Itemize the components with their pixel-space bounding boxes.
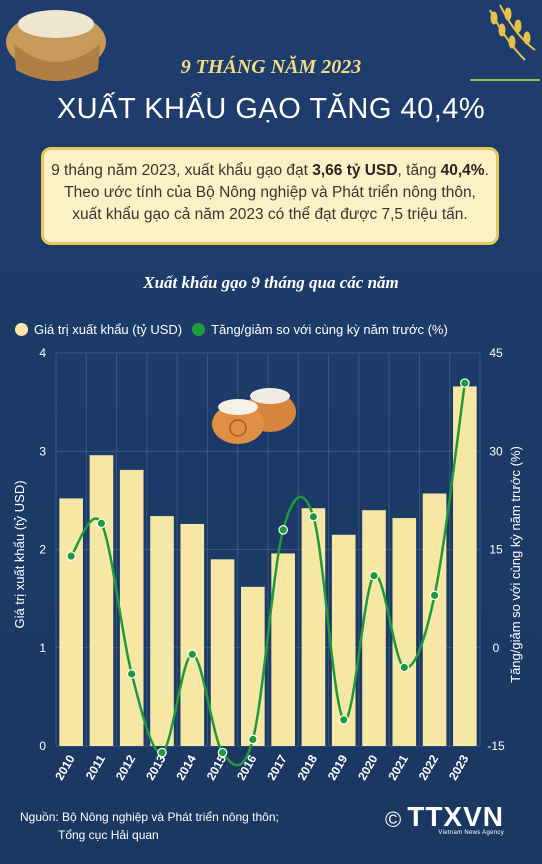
source-note: Nguồn: Bộ Nông nghiệp và Phát triển nông… bbox=[20, 808, 279, 844]
copyright-icon: © bbox=[385, 807, 402, 832]
x-tick-label: 2012 bbox=[113, 752, 139, 782]
y-right-tick-label: 45 bbox=[489, 346, 503, 360]
chart-line-point bbox=[399, 662, 410, 673]
summary-line-1: 9 tháng năm 2023, xuất khẩu gạo đạt 3,66… bbox=[50, 160, 490, 182]
chart-bar bbox=[301, 508, 326, 746]
x-tick-label: 2017 bbox=[264, 752, 290, 782]
x-tick-label: 2021 bbox=[385, 752, 411, 782]
summary-line-3: xuất khẩu gạo cả năm 2023 có thể đạt đượ… bbox=[72, 206, 468, 223]
chart-bar bbox=[241, 586, 265, 746]
chart-bar bbox=[150, 516, 174, 746]
y-left-tick-label: 2 bbox=[39, 543, 46, 557]
chart-line-point bbox=[278, 525, 288, 535]
chart-line-point bbox=[248, 734, 258, 745]
chart-bar bbox=[180, 523, 205, 746]
chart-bar bbox=[89, 455, 114, 746]
summary-line-2: Theo ước tính của Bộ Nông nghiệp và Phát… bbox=[64, 184, 476, 201]
chart-line-point bbox=[126, 669, 137, 679]
ttxvn-logo: © TTXVN Vietnam News Agency bbox=[385, 801, 504, 837]
summary-box: 9 tháng năm 2023, xuất khẩu gạo đạt 3,66… bbox=[41, 147, 499, 245]
chart-bar bbox=[392, 518, 417, 746]
chart-line-point bbox=[369, 570, 379, 581]
y-right-axis-title: Tăng/giảm so với cùng kỳ năm trước (%) bbox=[508, 446, 523, 683]
chart-line-point bbox=[460, 378, 470, 388]
x-tick-label: 2011 bbox=[83, 752, 108, 782]
y-right-tick-label: 0 bbox=[493, 641, 500, 655]
y-right-tick-label: 15 bbox=[489, 543, 503, 557]
x-tick-label: 2016 bbox=[234, 752, 260, 782]
logo-subtitle: Vietnam News Agency bbox=[438, 830, 504, 836]
chart-line-point bbox=[429, 590, 440, 601]
chart-bar bbox=[59, 498, 83, 746]
legend-item-line: Tăng/giảm so với cùng kỳ năm trước (%) bbox=[192, 322, 448, 337]
summary-text: . bbox=[484, 162, 489, 179]
rice-sack-icon bbox=[6, 10, 106, 81]
x-tick-label: 2014 bbox=[173, 752, 199, 782]
logo-text: TTXVN bbox=[407, 801, 504, 832]
y-left-tick-label: 4 bbox=[39, 346, 46, 360]
chart-bar bbox=[453, 386, 477, 746]
chart-line-point bbox=[338, 714, 349, 725]
chart-bar bbox=[119, 469, 144, 746]
chart-legend: Giá trị xuất khẩu (tỷ USD) Tăng/giảm so … bbox=[15, 322, 458, 337]
y-right-tick-label: -15 bbox=[487, 739, 505, 753]
chart-bar bbox=[210, 559, 235, 746]
rice-stalk-icon bbox=[470, 4, 540, 81]
legend-label-line: Tăng/giảm so với cùng kỳ năm trước (%) bbox=[211, 322, 448, 337]
y-right-tick-label: 30 bbox=[489, 444, 503, 458]
chart-bar bbox=[362, 510, 386, 746]
chart-title: Xuất khẩu gạo 9 tháng qua các năm bbox=[143, 273, 399, 292]
page-kicker: 9 THÁNG NĂM 2023 bbox=[180, 56, 362, 78]
chart-bar bbox=[422, 493, 447, 746]
summary-text: , tăng bbox=[397, 162, 441, 179]
chart-line-point bbox=[66, 551, 76, 561]
x-tick-label: 2010 bbox=[52, 752, 78, 782]
y-left-tick-label: 0 bbox=[39, 739, 46, 753]
legend-label-bars: Giá trị xuất khẩu (tỷ USD) bbox=[34, 322, 183, 337]
legend-item-bars: Giá trị xuất khẩu (tỷ USD) bbox=[15, 322, 182, 337]
legend-swatch-bars bbox=[15, 323, 28, 336]
source-line-1: Nguồn: Bộ Nông nghiệp và Phát triển nông… bbox=[20, 810, 279, 824]
x-tick-label: 2023 bbox=[446, 752, 472, 782]
header-decoration bbox=[6, 4, 540, 81]
chart-line-point bbox=[157, 747, 167, 758]
summary-text: 9 tháng năm 2023, xuất khẩu gạo đạt bbox=[51, 162, 313, 179]
source-line-2: Tổng cục Hải quan bbox=[58, 828, 159, 842]
chart-bar bbox=[331, 534, 356, 746]
x-tick-label: 2022 bbox=[416, 752, 442, 782]
x-tick-label: 2020 bbox=[355, 752, 381, 782]
x-tick-label: 2018 bbox=[295, 752, 321, 782]
summary-value: 3,66 tỷ USD bbox=[312, 162, 398, 179]
chart-line-point bbox=[217, 747, 228, 758]
summary-percent: 40,4% bbox=[440, 162, 485, 179]
chart-line-point bbox=[187, 649, 198, 660]
y-left-tick-label: 1 bbox=[39, 641, 46, 655]
y-left-tick-label: 3 bbox=[39, 444, 46, 458]
x-tick-label: 2019 bbox=[325, 752, 351, 782]
chart-line-point bbox=[308, 511, 319, 522]
chart-line-point bbox=[96, 518, 107, 529]
page-title: XUẤT KHẨU GẠO TĂNG 40,4% bbox=[56, 93, 486, 125]
rice-bags-icon bbox=[212, 388, 296, 444]
y-left-axis-title: Giá trị xuất khẩu (tỷ USD) bbox=[12, 480, 27, 628]
chart-bar bbox=[271, 553, 295, 746]
x-tick-label: 2013 bbox=[143, 752, 169, 782]
legend-swatch-line bbox=[192, 323, 206, 336]
